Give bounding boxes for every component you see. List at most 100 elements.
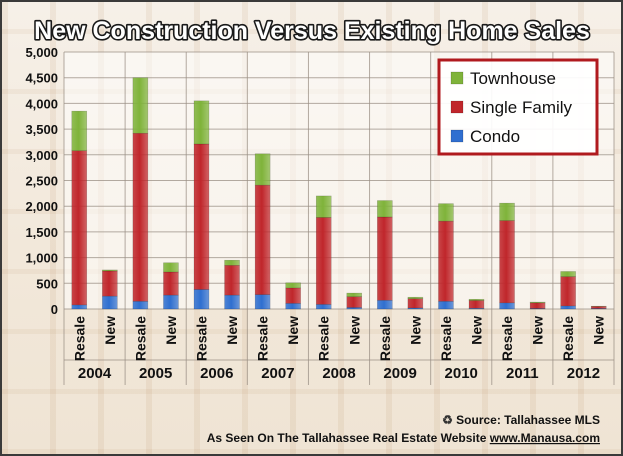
x-category-label: Resale: [132, 316, 148, 361]
source-note: ♻ Source: Tallahassee MLS: [442, 413, 600, 427]
bar-townhouse: [560, 271, 576, 277]
bar-single-family: [407, 298, 424, 309]
x-category-label: New: [591, 316, 607, 345]
year-label: 2004: [78, 365, 112, 382]
y-tick-label: 3,500: [25, 122, 58, 137]
legend-label: Townhouse: [470, 69, 556, 88]
bar-townhouse: [163, 262, 179, 273]
x-category-label: Resale: [255, 316, 271, 361]
bar-condo: [438, 301, 454, 310]
bar-townhouse: [224, 259, 240, 266]
bar-townhouse: [254, 153, 271, 186]
bar-townhouse: [499, 202, 515, 221]
bar-condo: [499, 302, 515, 310]
bar-single-family: [163, 271, 179, 296]
bar-condo: [254, 294, 271, 310]
x-category-label: New: [285, 316, 301, 345]
bar-townhouse: [438, 203, 454, 222]
year-label: 2008: [322, 365, 355, 382]
bar-single-family: [71, 150, 88, 306]
y-tick-label: 2,500: [25, 174, 58, 189]
bar-single-family: [499, 220, 515, 304]
bar-single-family: [438, 220, 454, 302]
bar-single-family: [193, 143, 210, 290]
bar-single-family: [315, 217, 332, 305]
bar-single-family: [529, 302, 546, 309]
bar-single-family: [590, 306, 607, 309]
bar-townhouse: [102, 269, 118, 272]
y-tick-label: 3,000: [25, 148, 58, 163]
bar-single-family: [377, 216, 393, 301]
legend-label: Condo: [470, 127, 520, 146]
y-tick-label: 0: [51, 302, 58, 317]
bar-townhouse: [193, 100, 210, 145]
y-tick-label: 1,000: [25, 251, 58, 266]
year-label: 2011: [506, 365, 539, 382]
x-category-label: Resale: [560, 316, 576, 361]
bar-townhouse: [315, 195, 332, 218]
year-label: 2007: [261, 365, 294, 382]
website-link[interactable]: www.Manausa.com: [489, 431, 600, 445]
year-label: 2009: [383, 365, 416, 382]
source-icon: ♻: [442, 413, 456, 427]
bar-single-family: [132, 132, 149, 302]
bar-condo: [560, 305, 576, 310]
bar-single-family: [102, 270, 118, 297]
bar-condo: [132, 301, 149, 310]
x-category-label: Resale: [438, 316, 454, 361]
y-tick-label: 500: [36, 276, 58, 291]
y-tick-label: 2,000: [25, 199, 58, 214]
bar-single-family: [560, 276, 576, 307]
x-category-label: Resale: [194, 316, 210, 361]
year-label: 2012: [567, 365, 600, 382]
x-category-label: Resale: [377, 316, 393, 361]
bar-condo: [193, 289, 210, 310]
x-category-label: New: [407, 316, 423, 345]
bar-condo: [71, 304, 88, 310]
x-category-label: Resale: [316, 316, 332, 361]
legend-box: [437, 58, 599, 156]
x-category-label: New: [102, 316, 118, 345]
year-label: 2006: [200, 365, 233, 382]
bar-townhouse: [132, 77, 149, 134]
y-tick-label: 4,000: [25, 96, 58, 111]
bar-single-family: [224, 265, 240, 296]
x-axis-years: 2004 2005 2006 2007 2008 2009 2010 2011 2012: [78, 365, 600, 382]
y-tick-label: 1,500: [25, 225, 58, 240]
x-category-label: New: [224, 316, 240, 345]
bar-single-family: [254, 184, 271, 295]
source-text: Source: Tallahassee MLS: [456, 413, 600, 427]
legend-swatch: [450, 129, 464, 143]
y-tick-label: 4,500: [25, 71, 58, 86]
bar-townhouse: [346, 292, 363, 297]
bar-townhouse: [468, 298, 485, 301]
bar-single-family: [346, 296, 363, 308]
bar-townhouse: [377, 200, 393, 218]
x-category-label: New: [163, 316, 179, 345]
bar-townhouse: [407, 296, 424, 299]
attribution-text: As Seen On The Tallahassee Real Estate W…: [207, 431, 487, 445]
bar-condo: [163, 294, 179, 310]
year-label: 2005: [139, 365, 172, 382]
x-category-label: Resale: [499, 316, 515, 361]
x-category-label: New: [346, 316, 362, 345]
bar-condo: [102, 295, 118, 310]
legend: Townhouse Single Family Condo: [437, 58, 599, 156]
attribution: As Seen On The Tallahassee Real Estate W…: [207, 431, 600, 445]
bar-single-family: [285, 287, 301, 304]
bar-condo: [285, 303, 301, 310]
bar-townhouse: [285, 282, 301, 289]
x-category-label: New: [530, 316, 546, 345]
bar-townhouse: [529, 301, 546, 304]
bar-condo: [224, 294, 240, 310]
chart-title: New Construction Versus Existing Home Sa…: [34, 17, 590, 45]
y-axis-ticks: 0 500 1,000 1,500 2,000 2,500 3,000 3,500 4,000 4…: [25, 45, 58, 317]
bars: [71, 77, 607, 310]
bar-condo: [377, 300, 393, 310]
bar-single-family: [468, 300, 485, 309]
x-category-label: Resale: [71, 316, 87, 361]
gridlines: [63, 51, 615, 385]
x-axis-categories: Resale New Resale New Resale New Resale New Resa…: [71, 316, 606, 361]
